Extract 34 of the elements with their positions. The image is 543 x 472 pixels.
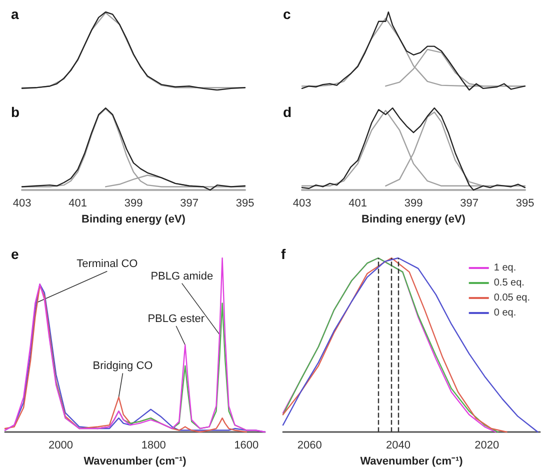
x-tick-label: 399	[124, 198, 143, 210]
legend-label: 0.5 eq.	[494, 278, 524, 288]
x-tick-label: 395	[236, 198, 254, 210]
x-tick-label: 2000	[48, 440, 73, 452]
legend-label: 0.05 eq.	[494, 292, 530, 304]
x-tick-label: 401	[348, 198, 367, 210]
x-axis-title: Binding energy (eV)	[362, 214, 466, 226]
x-tick-label: 2060	[297, 440, 322, 452]
x-tick-label: 1600	[234, 440, 259, 452]
x-axis-title: Wavenumber (cm⁻¹)	[84, 456, 187, 468]
annotation: Terminal CO	[76, 258, 138, 270]
chart-title: d	[283, 104, 292, 120]
x-tick-label: 2040	[386, 440, 410, 452]
chart-title: e	[11, 246, 19, 262]
x-tick-label: 399	[404, 198, 423, 210]
x-tick-label: 401	[68, 198, 87, 210]
chart-title: a	[11, 6, 19, 22]
chart-title: b	[11, 104, 20, 120]
annotation: PBLG ester	[148, 313, 205, 325]
legend-label: 0 eq.	[494, 308, 516, 318]
legend-label: 1 eq.	[494, 262, 516, 274]
x-tick-label: 2020	[474, 440, 500, 452]
x-axis-title: Wavenumber (cm⁻¹)	[360, 456, 464, 468]
x-tick-label: 403	[292, 198, 312, 210]
x-tick-label: 1800	[141, 440, 166, 452]
x-tick-label: 397	[180, 198, 198, 210]
x-axis-title: Binding energy (eV)	[82, 214, 186, 226]
x-tick-label: 403	[12, 198, 32, 210]
annotation: PBLG amide	[150, 270, 214, 282]
x-tick-label: 395	[516, 198, 534, 210]
x-tick-label: 397	[460, 198, 478, 210]
annotation: Bridging CO	[92, 360, 154, 372]
chart-title: f	[281, 246, 286, 262]
chart-title: c	[283, 6, 291, 22]
